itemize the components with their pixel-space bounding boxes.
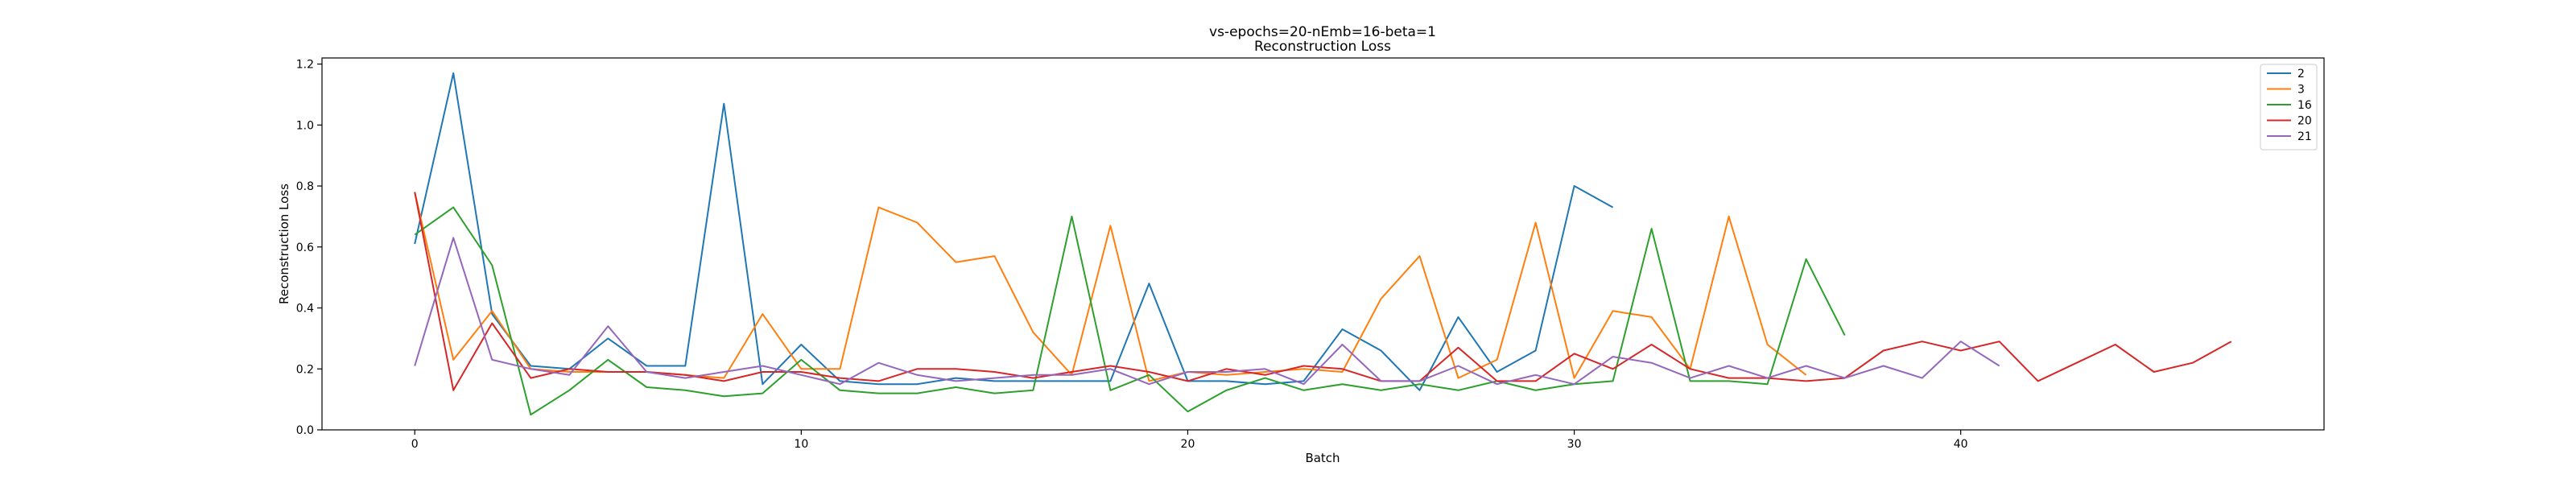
series-layer (414, 72, 2232, 416)
legend-label-3: 3 (2297, 84, 2305, 97)
x-tick-label: 30 (1567, 438, 1582, 451)
y-tick-label: 0.8 (296, 180, 314, 193)
series-line-2 (414, 72, 1614, 391)
y-tick-label: 0.2 (296, 363, 314, 376)
y-tick-label: 0.4 (296, 303, 314, 316)
x-tick-label: 0 (411, 438, 419, 451)
y-axis: 0.0 0.2 0.4 0.6 0.8 1.0 1.2 (296, 59, 322, 437)
plot-area (321, 57, 2325, 431)
y-tick-label: 0.0 (296, 424, 314, 437)
chart-subtitle: Reconstruction Loss (1254, 39, 1391, 55)
legend-label-16: 16 (2297, 99, 2312, 112)
legend-label-20: 20 (2297, 115, 2312, 128)
x-tick-label: 40 (1954, 438, 1968, 451)
x-tick-label: 10 (794, 438, 808, 451)
legend-label-2: 2 (2297, 68, 2305, 80)
y-tick-label: 0.6 (296, 242, 314, 254)
x-axis: 0 10 20 30 40 (411, 430, 1968, 451)
legend-label-21: 21 (2297, 130, 2312, 143)
series-line-21 (414, 237, 2000, 386)
legend-box (2260, 64, 2318, 151)
x-tick-label: 20 (1181, 438, 1195, 451)
legend: 2 3 16 20 21 (2260, 64, 2318, 151)
y-tick-label: 1.2 (296, 59, 314, 72)
series-line-16 (414, 206, 1846, 416)
x-axis-label: Batch (1305, 451, 1340, 465)
series-line-20 (414, 192, 2232, 391)
chart-title: vs-epochs=20-nEmb=16-beta=1 (1209, 24, 1436, 40)
y-axis-label: Reconstruction Loss (277, 184, 291, 304)
y-tick-label: 1.0 (296, 119, 314, 132)
